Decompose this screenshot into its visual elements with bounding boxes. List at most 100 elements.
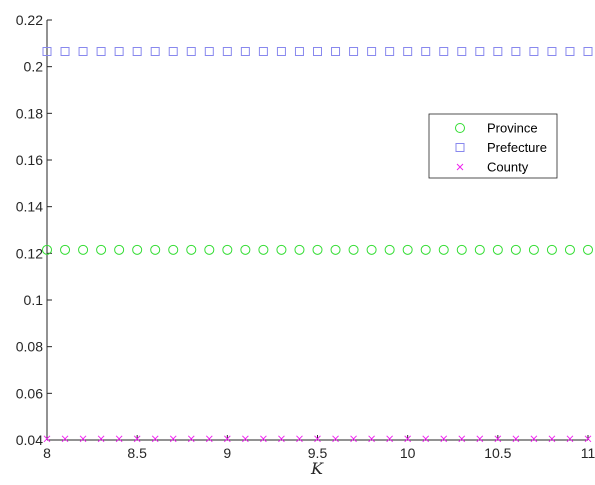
- data-point-prefecture: [276, 47, 286, 56]
- data-point-county: [368, 435, 375, 443]
- x-stroke: [440, 435, 448, 443]
- data-point-prefecture: [222, 47, 232, 56]
- data-point-province: [528, 244, 539, 255]
- x-stroke: [43, 435, 51, 443]
- x-stroke: [494, 435, 502, 443]
- data-point-county: [350, 435, 357, 443]
- x-stroke: [242, 435, 249, 443]
- data-point-province: [564, 244, 575, 255]
- x-stroke: [332, 435, 339, 443]
- data-point-county: [386, 435, 393, 443]
- x-stroke: [97, 435, 105, 443]
- data-point-province: [402, 244, 413, 255]
- legend-label-province: Province: [487, 121, 538, 136]
- x-tick-label: 11: [581, 445, 595, 461]
- data-point-county: [494, 435, 502, 443]
- data-point-province: [222, 244, 233, 255]
- data-point-province: [330, 244, 341, 255]
- data-point-prefecture: [42, 47, 52, 56]
- x-stroke: [79, 435, 87, 443]
- data-point-county: [43, 435, 51, 443]
- y-tick-label: 0.16: [16, 152, 43, 168]
- data-point-prefecture: [385, 47, 395, 56]
- x-stroke: [187, 435, 195, 443]
- data-point-county: [260, 435, 267, 443]
- data-point-province: [132, 244, 143, 255]
- data-point-prefecture: [168, 47, 178, 56]
- series-county: [43, 435, 592, 443]
- x-stroke: [422, 435, 430, 443]
- data-point-county: [548, 435, 556, 443]
- data-point-county: [404, 435, 412, 443]
- data-point-prefecture: [186, 47, 196, 56]
- data-point-county: [278, 435, 285, 443]
- data-point-prefecture: [150, 47, 160, 56]
- y-tick-label: 0.1: [24, 292, 44, 308]
- data-point-county: [566, 435, 574, 443]
- data-point-county: [314, 435, 321, 443]
- x-tick-label: 10: [400, 445, 416, 461]
- y-tick-label: 0.14: [16, 199, 43, 215]
- series-prefecture: [42, 47, 593, 56]
- data-point-county: [512, 435, 520, 443]
- legend-label-prefecture: Prefecture: [487, 140, 547, 155]
- legend-marker-province: [455, 123, 465, 133]
- y-tick-label: 0.08: [16, 339, 43, 355]
- legend-box: [428, 113, 558, 179]
- data-point-province: [258, 244, 269, 255]
- data-point-prefecture: [439, 47, 449, 56]
- x-tick-label: 9: [223, 445, 231, 461]
- series-province: [42, 244, 593, 255]
- data-point-prefecture: [421, 47, 431, 56]
- data-point-prefecture: [331, 47, 341, 56]
- data-point-province: [60, 244, 71, 255]
- x-stroke: [151, 435, 159, 443]
- data-point-province: [583, 244, 593, 255]
- legend-marker-county: [456, 163, 464, 171]
- x-stroke: [512, 435, 520, 443]
- data-point-county: [115, 435, 123, 443]
- x-stroke: [566, 435, 574, 443]
- x-tick-label: 8: [43, 445, 51, 461]
- data-point-province: [114, 244, 125, 255]
- data-point-province: [204, 244, 215, 255]
- data-point-county: [187, 435, 195, 443]
- legend-marker-prefecture: [455, 143, 465, 152]
- data-point-county: [584, 435, 592, 443]
- data-point-province: [150, 244, 161, 255]
- data-point-province: [96, 244, 107, 255]
- data-point-province: [492, 244, 503, 255]
- y-tick-label: 0.12: [16, 245, 43, 261]
- data-point-province: [294, 244, 305, 255]
- x-tick-label: 9.5: [308, 445, 328, 461]
- data-point-prefecture: [132, 47, 142, 56]
- data-point-county: [458, 435, 466, 443]
- ticks: 8 8.5 9 9.5 10 10.5 11 0.04 0.06 0.08 0.1 0.12 0.14 0…: [16, 12, 595, 461]
- data-point-prefecture: [349, 47, 359, 56]
- data-point-prefecture: [547, 47, 557, 56]
- data-point-county: [242, 435, 249, 443]
- data-marks: [42, 47, 593, 443]
- axes: [46, 20, 588, 441]
- x-stroke: [278, 435, 285, 443]
- data-point-province: [168, 244, 179, 255]
- x-stroke: [296, 435, 303, 443]
- legend-label-county: County: [487, 160, 529, 175]
- x-stroke: [368, 435, 375, 443]
- y-tick-label: 0.18: [16, 105, 43, 121]
- data-point-county: [205, 435, 213, 443]
- data-point-county: [79, 435, 87, 443]
- data-point-prefecture: [114, 47, 124, 56]
- data-point-prefecture: [204, 47, 214, 56]
- x-stroke: [223, 435, 231, 443]
- legend: Province Prefecture County: [428, 113, 558, 179]
- x-tick-label: 8.5: [127, 445, 147, 461]
- data-point-province: [420, 244, 431, 255]
- x-stroke: [260, 435, 267, 443]
- x-stroke: [548, 435, 556, 443]
- data-point-prefecture: [511, 47, 521, 56]
- data-point-prefecture: [78, 47, 88, 56]
- x-stroke: [456, 163, 464, 171]
- data-point-prefecture: [367, 47, 377, 56]
